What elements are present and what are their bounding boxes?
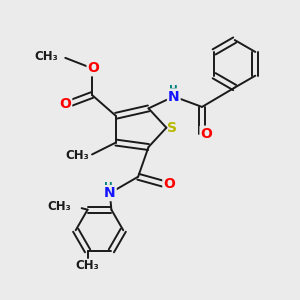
Text: S: S bbox=[167, 121, 177, 135]
Text: CH₃: CH₃ bbox=[76, 259, 100, 272]
Text: N: N bbox=[104, 186, 116, 200]
Text: O: O bbox=[59, 97, 71, 111]
Text: CH₃: CH₃ bbox=[47, 200, 71, 213]
Text: O: O bbox=[200, 127, 212, 141]
Text: H: H bbox=[169, 85, 178, 95]
Text: CH₃: CH₃ bbox=[34, 50, 58, 63]
Text: H: H bbox=[104, 182, 113, 192]
Text: O: O bbox=[164, 177, 175, 191]
Text: N: N bbox=[168, 89, 180, 103]
Text: CH₃: CH₃ bbox=[65, 149, 89, 162]
Text: O: O bbox=[88, 61, 100, 75]
